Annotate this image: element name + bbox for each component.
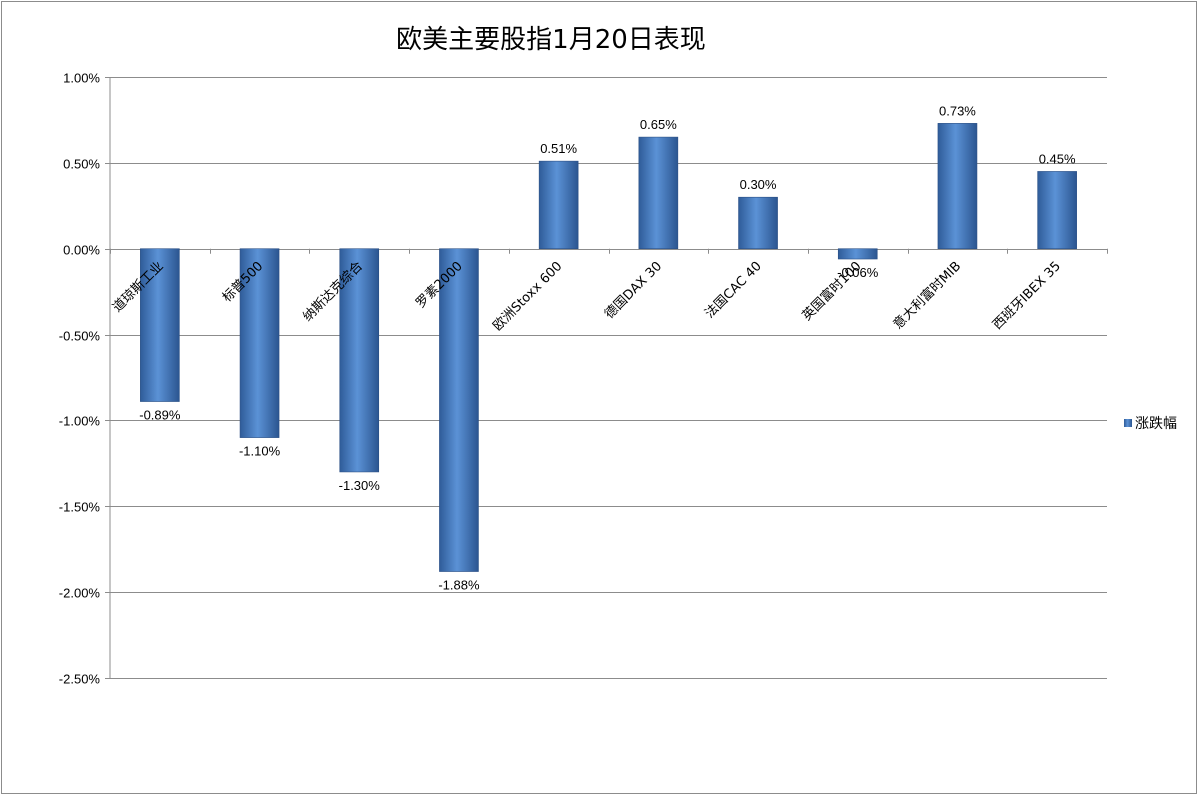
- category-label: 西班牙IBEX 35: [990, 259, 1064, 333]
- category-label: 德国DAX 30: [602, 259, 665, 322]
- data-label: -0.89%: [139, 408, 181, 423]
- category-label: 英国富时100: [799, 258, 865, 324]
- legend: 涨跌幅: [1124, 416, 1177, 432]
- bar: [239, 248, 280, 438]
- data-label: -1.10%: [239, 444, 281, 459]
- bar: [1037, 171, 1077, 250]
- y-tick-label: -1.50%: [59, 500, 101, 515]
- y-tick-label: -2.50%: [59, 672, 101, 687]
- bar: [439, 248, 479, 572]
- data-labels: -0.89% -1.10% -1.30% -1.88% 0.51% 0.65% 0.30% -…: [139, 103, 1076, 592]
- y-tick-label: -1.00%: [59, 414, 101, 429]
- y-tick-label: 0.00%: [63, 243, 100, 258]
- bar: [140, 248, 180, 402]
- data-label: 0.45%: [1039, 151, 1076, 166]
- bar: [738, 196, 778, 250]
- y-tick-label: -2.00%: [59, 586, 101, 601]
- bar: [937, 123, 978, 250]
- category-label: 意大利富时MIB: [890, 258, 964, 332]
- bar: [339, 248, 380, 473]
- data-label: 0.51%: [540, 141, 577, 156]
- legend-swatch: [1124, 419, 1132, 427]
- y-tick-label: -0.50%: [59, 329, 101, 344]
- data-label: 0.65%: [640, 117, 677, 132]
- bar: [837, 248, 878, 260]
- y-tick-label: 1.00%: [63, 71, 100, 86]
- gridlines: [105, 77, 1108, 679]
- category-label: 欧洲Stoxx 600: [490, 259, 565, 334]
- data-label: -0.06%: [837, 265, 879, 280]
- chart-title: 欧美主要股指1月20日表现: [396, 25, 706, 55]
- data-label: 0.30%: [740, 177, 777, 192]
- bar: [638, 136, 679, 250]
- bar: [538, 160, 579, 250]
- bars: [140, 123, 1077, 572]
- category-label: 法国CAC 40: [702, 259, 765, 322]
- data-label: 0.73%: [939, 103, 976, 118]
- data-label: -1.30%: [339, 478, 381, 493]
- y-axis-ticks: 1.00% 0.50% 0.00% -0.50% -1.00% -1.50% -2.00% -…: [59, 71, 101, 687]
- data-label: -1.88%: [438, 578, 480, 593]
- legend-label: 涨跌幅: [1135, 416, 1177, 432]
- y-tick-label: 0.50%: [63, 157, 100, 172]
